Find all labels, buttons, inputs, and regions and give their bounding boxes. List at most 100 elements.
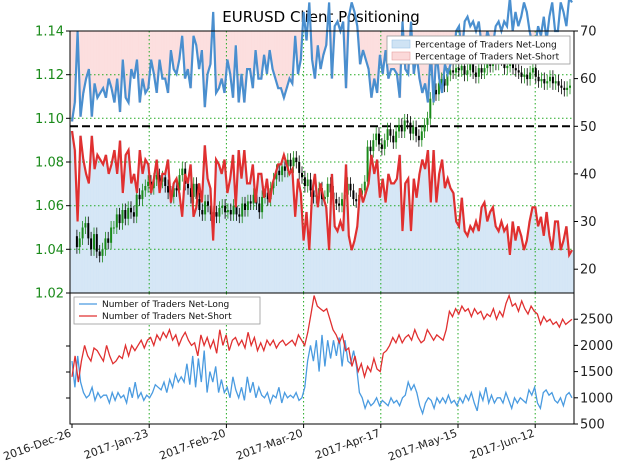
- candle-body: [204, 201, 207, 215]
- date-tick-label: 2017-Mar-20: [234, 427, 304, 463]
- date-axis: 2016-Dec-26 2017-Jan-23 2017-Feb-20 2017-Ma…: [2, 424, 536, 464]
- net-short-fill-stripe: [271, 31, 275, 70]
- candle-body: [400, 124, 403, 132]
- net-long-fill-stripe: [389, 183, 393, 293]
- candle-body: [335, 199, 338, 204]
- net-long-fill-stripe: [491, 207, 495, 293]
- net-long-fill-stripe: [344, 164, 348, 293]
- top-legend-box: [386, 35, 571, 65]
- percent-tick-label: 50: [580, 120, 597, 135]
- net-long-fill-stripe: [420, 159, 424, 293]
- net-short-fill-stripe: [90, 31, 94, 117]
- candle-body: [278, 170, 281, 176]
- count-tick-label: 1500: [580, 365, 613, 380]
- net-long-fill-stripe: [514, 240, 518, 293]
- candle-body: [275, 170, 278, 180]
- candle-body: [412, 127, 415, 134]
- net-long-fill-stripe: [104, 154, 108, 293]
- top-panel: 1.02 1.04 1.06 1.08 1.10 1.12 1.14 20 30 40 50 60 7…: [35, 0, 597, 302]
- net-short-fill-stripe: [285, 31, 289, 89]
- candle-body: [383, 140, 386, 149]
- net-long-fill-stripe: [423, 169, 427, 293]
- net-long-fill-stripe: [505, 226, 509, 293]
- candle-body: [249, 201, 252, 204]
- net-short-fill-stripe: [234, 31, 238, 46]
- net-long-fill-stripe: [254, 202, 258, 293]
- net-long-fill-stripe: [189, 164, 193, 293]
- net-long-fill-stripe: [502, 231, 506, 293]
- candle-body: [372, 140, 375, 152]
- price-tick-label: 1.06: [35, 199, 64, 214]
- net-short-fill-stripe: [84, 31, 88, 79]
- net-short-fill-stripe: [87, 31, 91, 70]
- candle-body: [440, 79, 443, 84]
- net-long-fill-stripe: [497, 231, 501, 293]
- net-long-fill-stripe: [553, 221, 557, 293]
- net-long-fill-stripe: [242, 150, 246, 293]
- candle-body: [472, 63, 475, 73]
- candle-body: [557, 81, 560, 86]
- net-long-fill-stripe: [265, 178, 269, 293]
- candle-body: [198, 199, 201, 210]
- candle-body: [207, 201, 209, 206]
- net-long-fill-stripe: [214, 159, 218, 293]
- net-short-fill-stripe: [169, 31, 173, 51]
- candle-body: [118, 214, 121, 224]
- net-short-fill-stripe: [378, 31, 382, 55]
- candle-body: [323, 196, 326, 200]
- net-long-fill-stripe: [166, 159, 170, 293]
- net-long-fill-stripe: [398, 154, 402, 293]
- net-long-fill-stripe: [288, 173, 292, 293]
- net-long-fill-stripe: [90, 135, 94, 293]
- net-long-fill-stripe: [562, 240, 566, 293]
- net-long-fill-stripe: [293, 216, 297, 293]
- net-long-fill-stripe: [197, 183, 201, 293]
- net-short-fill-stripe: [228, 31, 232, 74]
- net-long-fill-stripe: [234, 207, 238, 293]
- candle-body: [75, 236, 78, 248]
- net-short-fill-stripe: [375, 31, 379, 93]
- net-long-fill-stripe: [285, 164, 289, 293]
- net-short-fill-stripe: [288, 31, 292, 79]
- net-long-fill-stripe: [124, 154, 128, 293]
- candle-body: [509, 63, 512, 66]
- net-long-fill-stripe: [460, 197, 464, 293]
- net-short-fill-stripe: [361, 31, 365, 51]
- net-long-fill-stripe: [113, 150, 117, 293]
- net-long-fill-stripe: [220, 173, 224, 293]
- net-long-fill-stripe: [135, 193, 139, 293]
- candle-body: [443, 79, 446, 86]
- net-short-fill-stripe: [322, 31, 326, 55]
- net-short-fill-stripe: [274, 31, 278, 79]
- candle-body: [415, 127, 418, 136]
- net-short-fill-stripe: [127, 31, 131, 103]
- candle-body: [338, 203, 341, 206]
- net-short-fill-stripe: [98, 31, 102, 93]
- net-long-fill-stripe: [251, 164, 255, 293]
- net-long-fill-stripe: [570, 250, 574, 293]
- net-long-fill-stripe: [347, 235, 351, 293]
- net-short-fill-stripe: [79, 31, 83, 117]
- net-short-fill-stripe: [197, 31, 201, 70]
- net-short-fill-stripe: [203, 31, 207, 108]
- net-long-fill-stripe: [370, 154, 374, 293]
- net-long-fill-stripe: [485, 221, 489, 293]
- candle-body: [95, 234, 98, 252]
- candle-body: [563, 87, 566, 90]
- candle-body: [395, 131, 398, 143]
- net-long-fill-stripe: [500, 221, 504, 293]
- net-long-fill-stripe: [307, 250, 311, 293]
- bottom-panel: 500 1000 1500 2000 2500 Number of Traders Ne…: [66, 292, 613, 433]
- net-long-fill-stripe: [367, 183, 371, 293]
- candle-body: [369, 146, 372, 152]
- net-short-fill-stripe: [144, 31, 148, 93]
- net-short-fill-stripe: [313, 31, 317, 79]
- candle-body: [554, 81, 557, 84]
- candle-body: [446, 74, 449, 86]
- candle-body: [426, 118, 429, 125]
- candle-body: [147, 181, 150, 187]
- candle-body: [115, 214, 118, 228]
- candle-body: [531, 68, 534, 73]
- candle-body: [540, 79, 543, 82]
- net-long-fill-stripe: [539, 216, 543, 293]
